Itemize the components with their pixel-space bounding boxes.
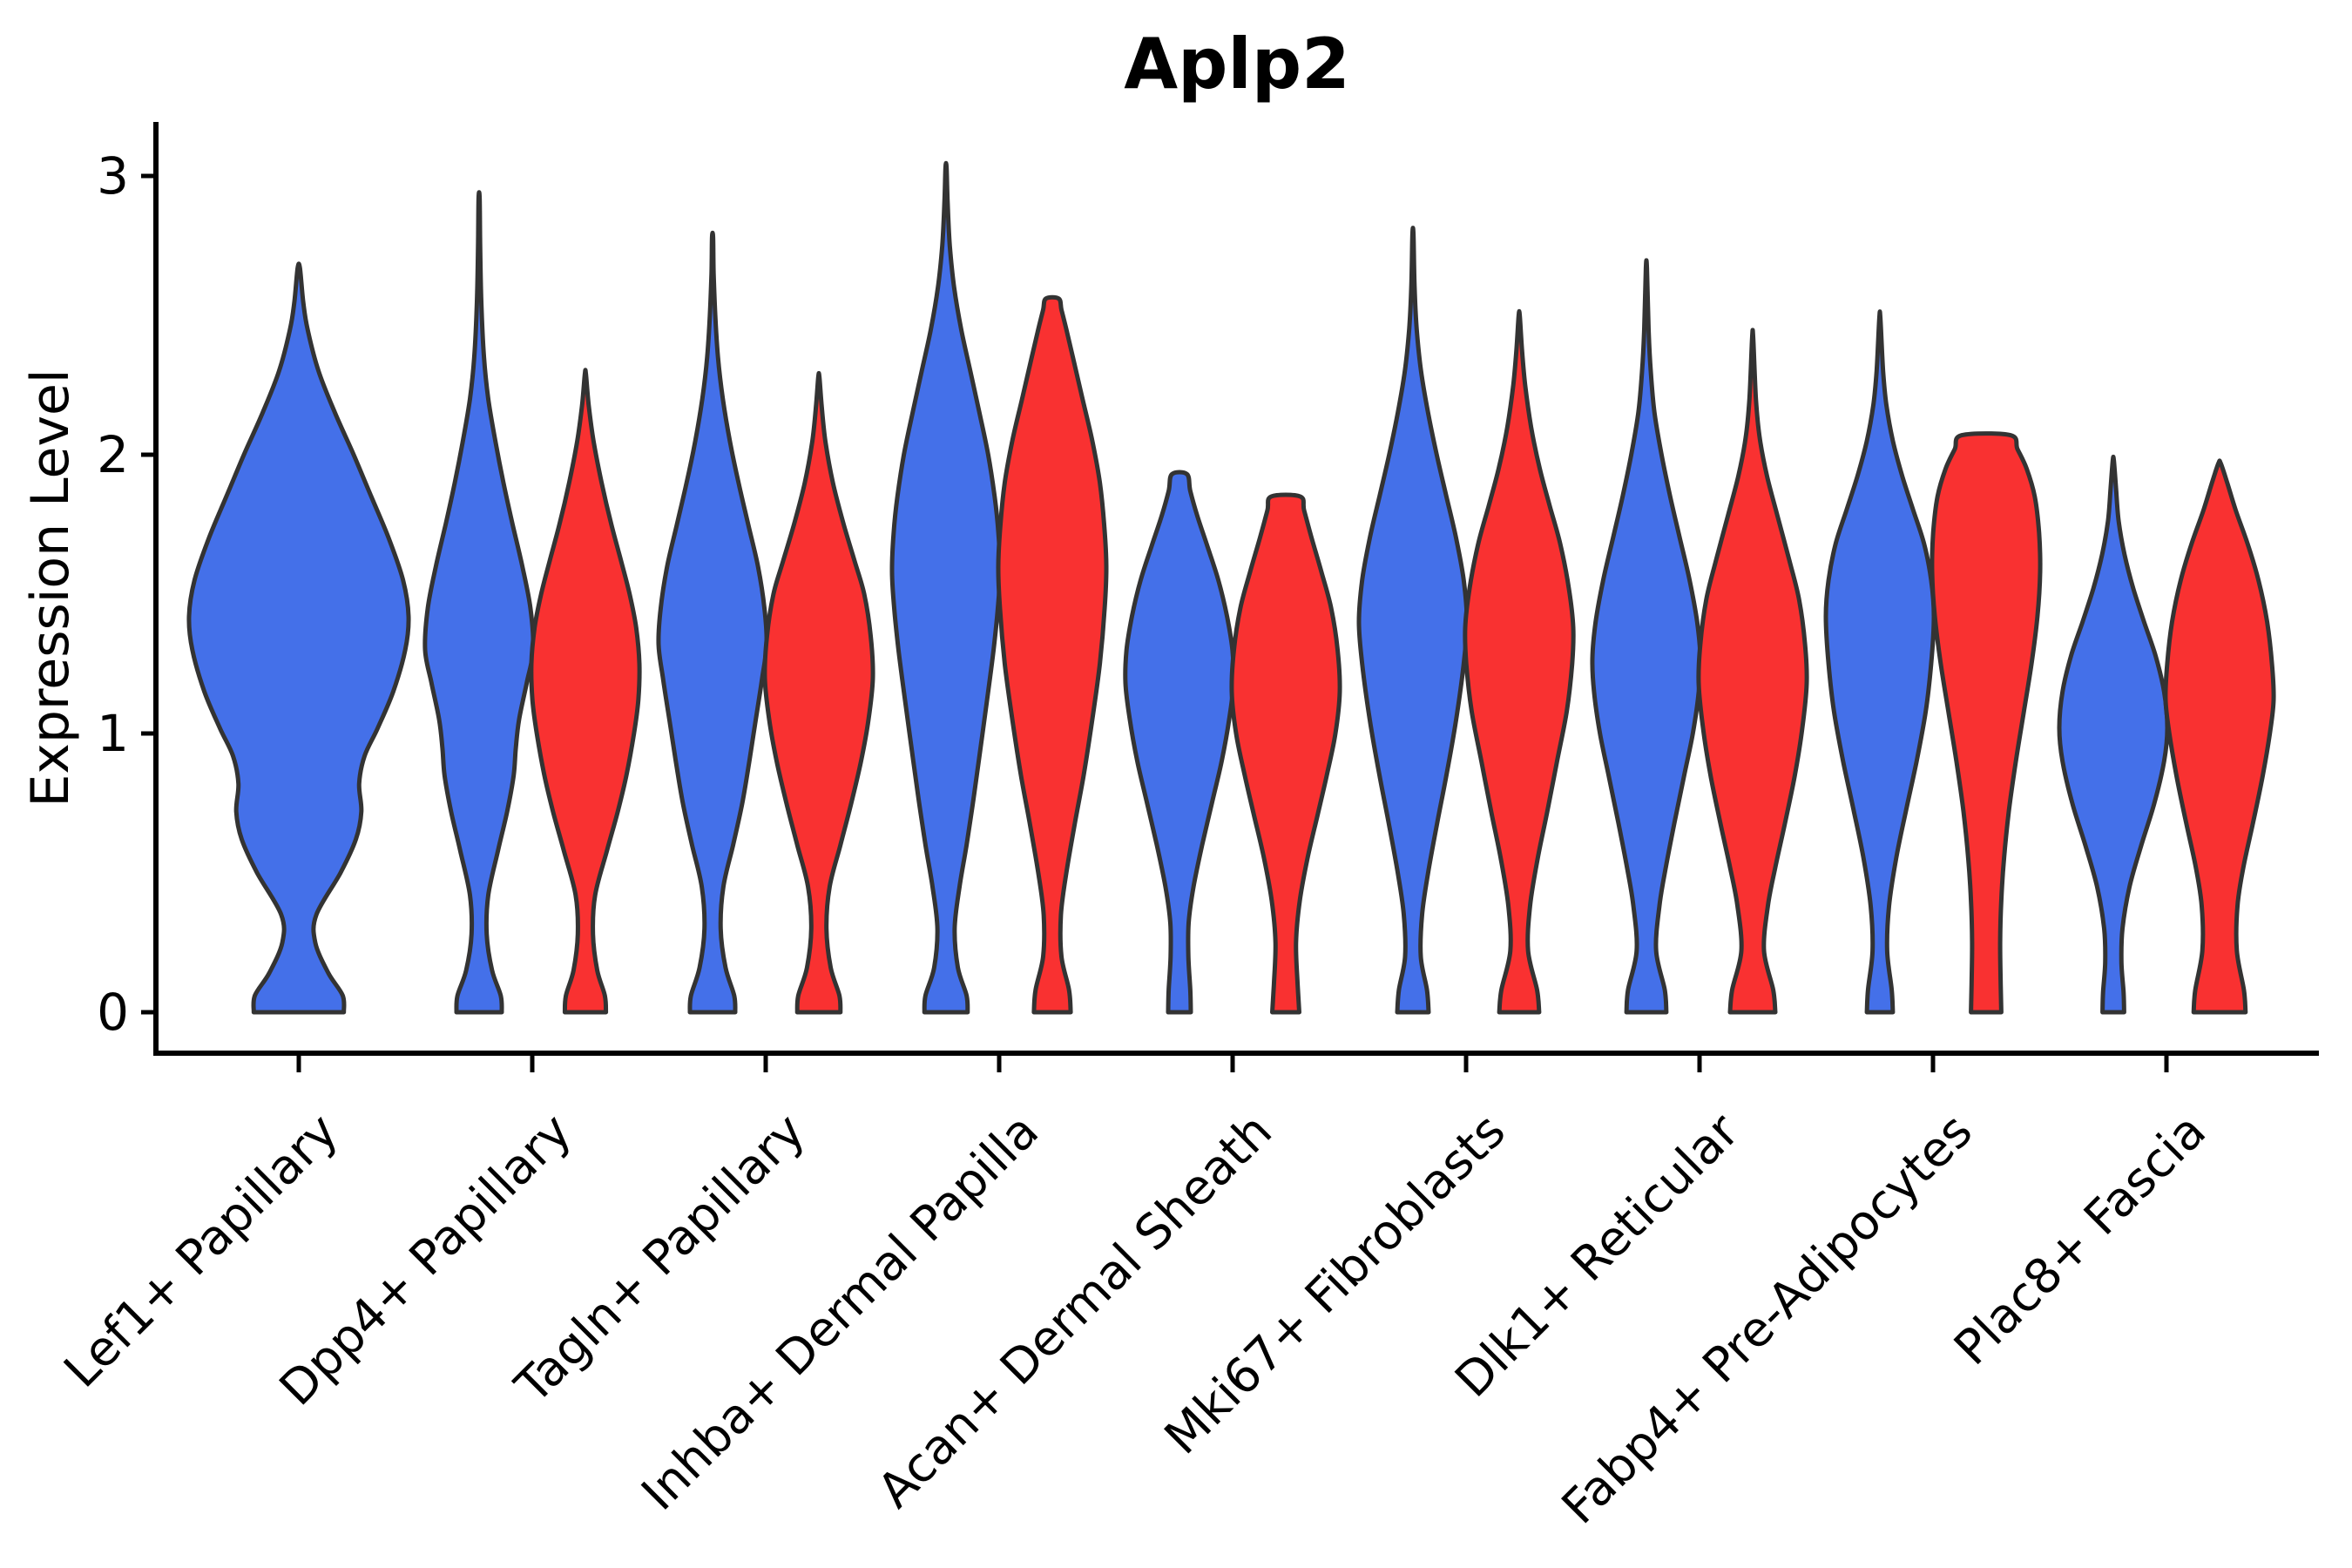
violin-dlk1-reticular-red	[1696, 328, 1809, 1015]
violin-dpp4-papillary-red	[529, 368, 642, 1015]
violin-tagln-papillary-blue	[656, 230, 769, 1015]
y-tick-label-3: 3	[97, 146, 129, 206]
violin-fabp4-pre-adipocytes-red	[1930, 431, 2043, 1015]
violin-lef1-papillary-blue	[186, 261, 411, 1015]
violin-fabp4-pre-adipocytes-blue	[1823, 309, 1936, 1015]
y-tick-label-1: 1	[97, 704, 129, 763]
violin-mki67-fibroblasts-red	[1463, 308, 1576, 1015]
violin-inhba-dermal-papilla-blue	[889, 160, 1003, 1015]
violin-dpp4-papillary-blue	[422, 190, 536, 1015]
violin-acan-dermal-sheath-red	[1229, 492, 1342, 1015]
violin-acan-dermal-sheath-blue	[1123, 470, 1236, 1015]
violin-mki67-fibroblasts-blue	[1356, 226, 1470, 1015]
violin-inhba-dermal-papilla-red	[996, 294, 1109, 1015]
violin-tagln-papillary-red	[762, 370, 875, 1015]
y-tick-label-0: 0	[97, 983, 129, 1042]
y-axis-title: Expression Level	[20, 368, 81, 808]
violin-plac8-fascia-blue	[2057, 454, 2170, 1015]
violin-plac8-fascia-red	[2163, 458, 2276, 1015]
plot-title: Aplp2	[1124, 24, 1350, 105]
violin-dlk1-reticular-blue	[1590, 258, 1703, 1015]
y-tick-label-2: 2	[97, 425, 129, 484]
